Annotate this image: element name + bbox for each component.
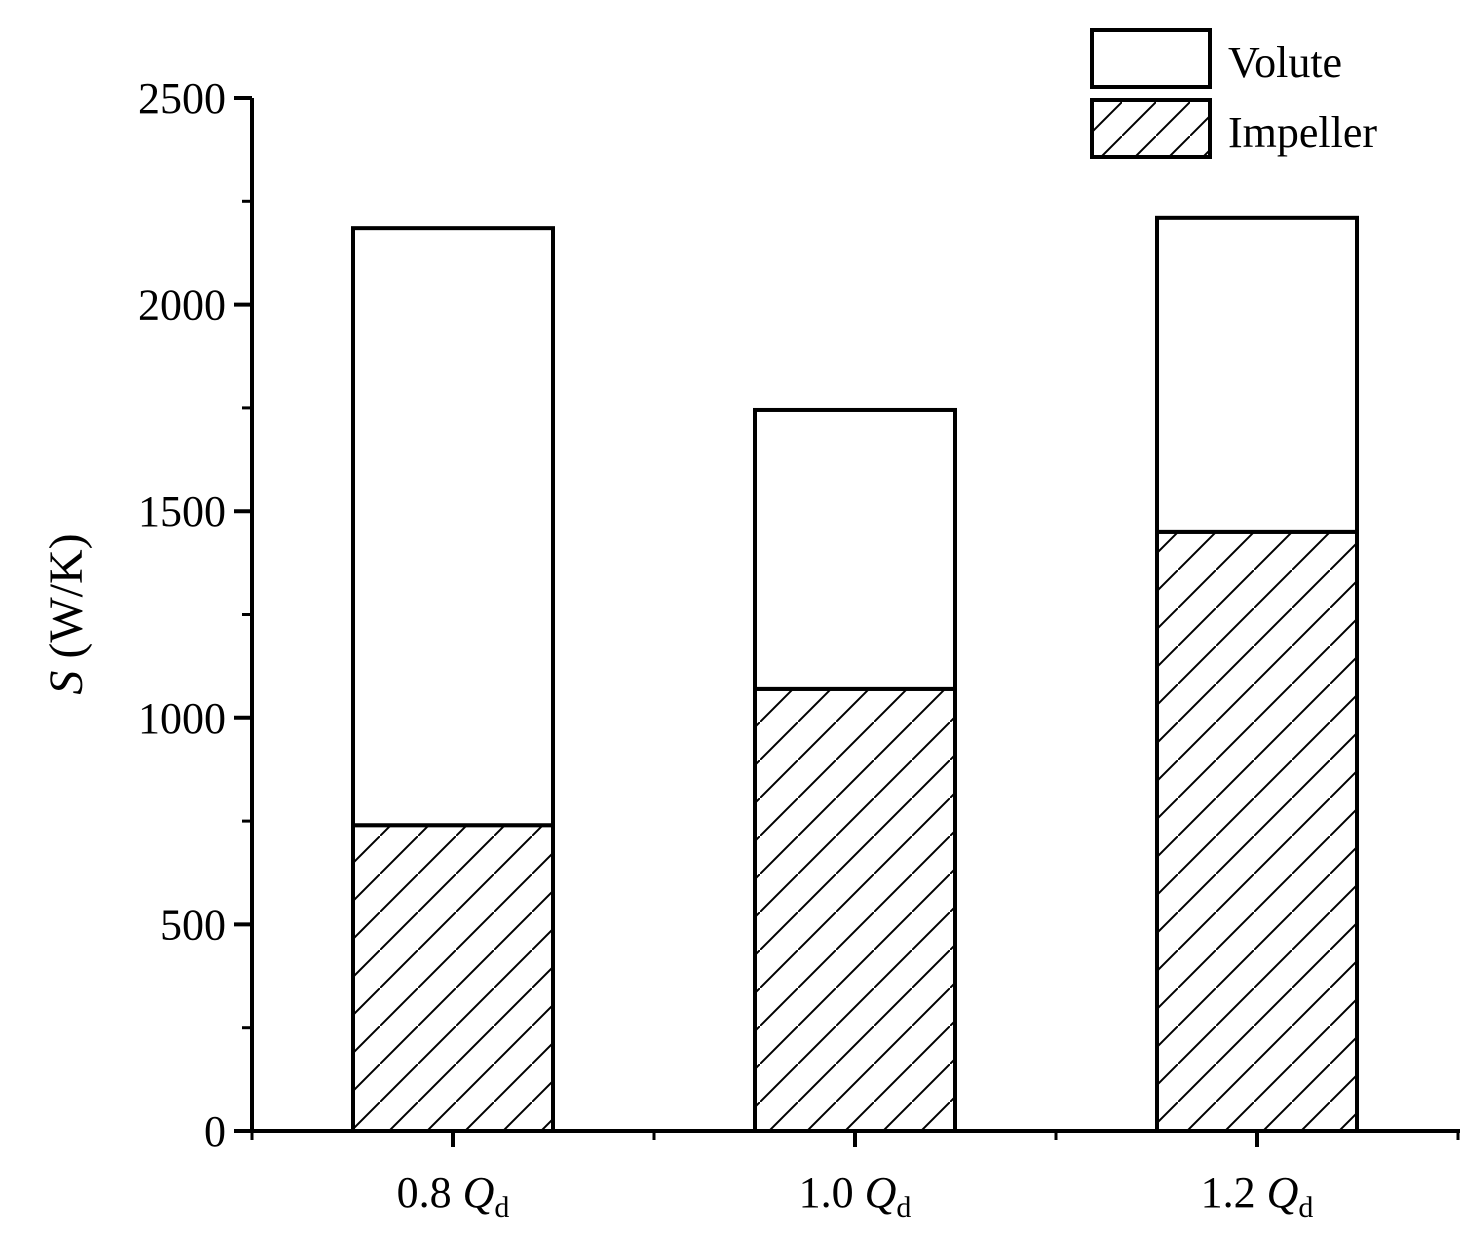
x-tick-label-0: 0.8 Qd (397, 1168, 510, 1224)
legend-label-volute: Volute (1228, 38, 1342, 87)
legend-swatch-volute (1090, 28, 1212, 89)
y-tick-label-2: 1000 (138, 694, 226, 743)
bar-impeller-2 (1155, 529, 1359, 1133)
legend-label-impeller: Impeller (1228, 108, 1377, 157)
y-tick-label-4: 2000 (138, 281, 226, 330)
bar-impeller-0 (351, 823, 555, 1133)
bar-volute-1 (753, 407, 957, 691)
legend-swatch-impeller (1090, 98, 1212, 159)
y-tick-label-3: 1500 (138, 487, 226, 536)
bar-volute-2 (1155, 215, 1359, 534)
legend: Volute Impeller (1090, 28, 1377, 159)
x-tick-label-2: 1.2 Qd (1201, 1168, 1314, 1224)
y-tick-label-1: 500 (160, 900, 226, 949)
y-tick-label-0: 0 (204, 1107, 226, 1156)
bars-group (351, 215, 1359, 1133)
bar-volute-0 (351, 226, 555, 828)
x-tick-label-1: 1.0 Qd (799, 1168, 912, 1224)
y-tick-label-5: 2500 (138, 74, 226, 123)
axes-group: 0 500 1000 1500 2000 2500 0.8 Qd 1.0 Qd 1.2 Qd S … (40, 74, 1460, 1224)
bar-impeller-1 (753, 686, 957, 1133)
y-axis-title: S (W/K) (40, 533, 93, 694)
